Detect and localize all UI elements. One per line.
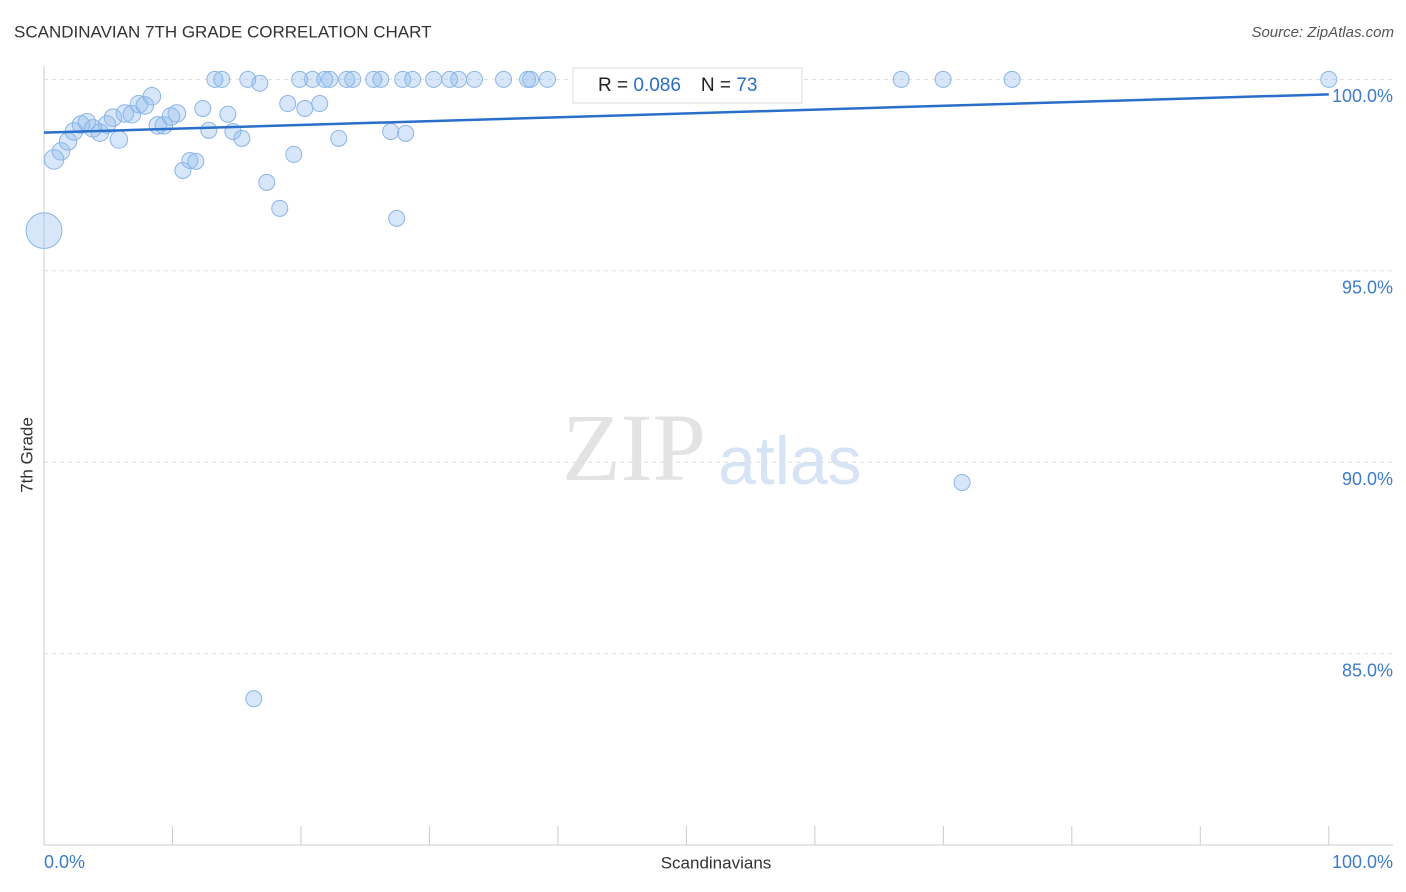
point <box>291 70 309 88</box>
point <box>233 129 251 147</box>
point <box>200 121 218 139</box>
point <box>450 70 468 88</box>
y-tick-label: 90.0% <box>1342 469 1393 489</box>
point <box>181 152 199 170</box>
x-tick-label: 0.0% <box>44 852 85 872</box>
point <box>404 70 422 88</box>
point <box>206 70 224 88</box>
point <box>194 99 212 117</box>
point <box>109 130 129 149</box>
point <box>245 690 263 708</box>
point <box>316 70 334 88</box>
point <box>934 70 952 88</box>
x-axis-label: Scandinavians <box>661 853 772 872</box>
watermark: atlas <box>718 423 862 499</box>
point <box>394 70 412 88</box>
source: Source: ZipAtlas.com <box>1251 24 1394 41</box>
watermark: ZIP <box>562 394 706 501</box>
point <box>382 122 400 140</box>
point <box>1320 70 1338 88</box>
point <box>397 124 415 142</box>
point <box>365 70 383 88</box>
point <box>271 199 289 217</box>
point <box>338 70 356 88</box>
point <box>538 70 556 88</box>
n-value: 73 <box>736 75 757 96</box>
point <box>892 70 910 88</box>
r-label: R = <box>598 75 633 96</box>
y-axis-label: 7th Grade <box>17 417 36 493</box>
point <box>135 96 155 115</box>
stats: R = 0.086 N = 73 <box>598 75 757 96</box>
point <box>285 145 303 163</box>
point <box>321 70 339 88</box>
r-value: 0.086 <box>633 75 681 96</box>
point <box>344 70 362 88</box>
point <box>330 129 348 147</box>
point <box>187 152 205 170</box>
point <box>495 70 513 88</box>
point <box>1003 70 1021 88</box>
stats-box <box>572 67 803 104</box>
point <box>251 74 269 92</box>
point <box>103 108 123 127</box>
point <box>174 162 192 180</box>
point <box>213 70 231 88</box>
point <box>258 173 276 191</box>
point <box>441 70 459 88</box>
n-label: N = <box>701 75 736 96</box>
point <box>372 70 390 88</box>
point <box>161 107 181 126</box>
point <box>279 95 297 113</box>
y-tick-label: 100.0% <box>1332 86 1393 106</box>
point <box>219 105 237 123</box>
point <box>25 212 63 249</box>
point <box>115 104 135 123</box>
point <box>90 123 110 142</box>
point <box>953 473 971 491</box>
point <box>522 70 540 88</box>
point <box>425 70 443 88</box>
y-tick-label: 85.0% <box>1342 660 1393 680</box>
point <box>304 70 322 88</box>
trend-line <box>43 93 1329 134</box>
chart-title: SCANDINAVIAN 7TH GRADE CORRELATION CHART <box>14 22 432 41</box>
point <box>51 142 71 161</box>
point <box>142 86 162 106</box>
point <box>311 95 329 113</box>
point <box>122 104 142 124</box>
point <box>466 70 484 88</box>
point <box>296 99 314 117</box>
x-tick-label: 100.0% <box>1332 852 1393 872</box>
point <box>388 209 406 227</box>
point <box>167 104 187 123</box>
y-tick-label: 95.0% <box>1342 278 1393 298</box>
